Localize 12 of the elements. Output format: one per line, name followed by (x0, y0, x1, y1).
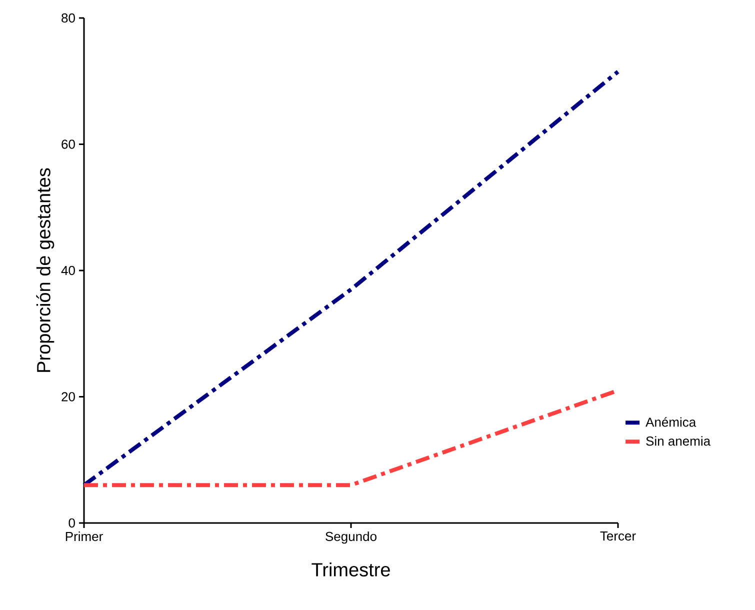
legend-label: Sin anemia (646, 436, 711, 446)
y-tick-label: 80 (62, 13, 75, 23)
x-tick-label: Segundo (326, 532, 376, 544)
y-tick-label: 20 (62, 392, 75, 402)
y-tick-label: 60 (62, 140, 75, 149)
legend-label: Anémica (646, 417, 696, 427)
y-axis-title: Proporción de gestantes (36, 168, 54, 372)
x-tick-label: Tercer (600, 532, 636, 541)
y-tick-label: 40 (61, 266, 75, 276)
y-tick-label: 0 (68, 518, 75, 528)
x-axis-title: Trimestre (312, 562, 390, 576)
x-tick-label: Primer (66, 532, 103, 542)
